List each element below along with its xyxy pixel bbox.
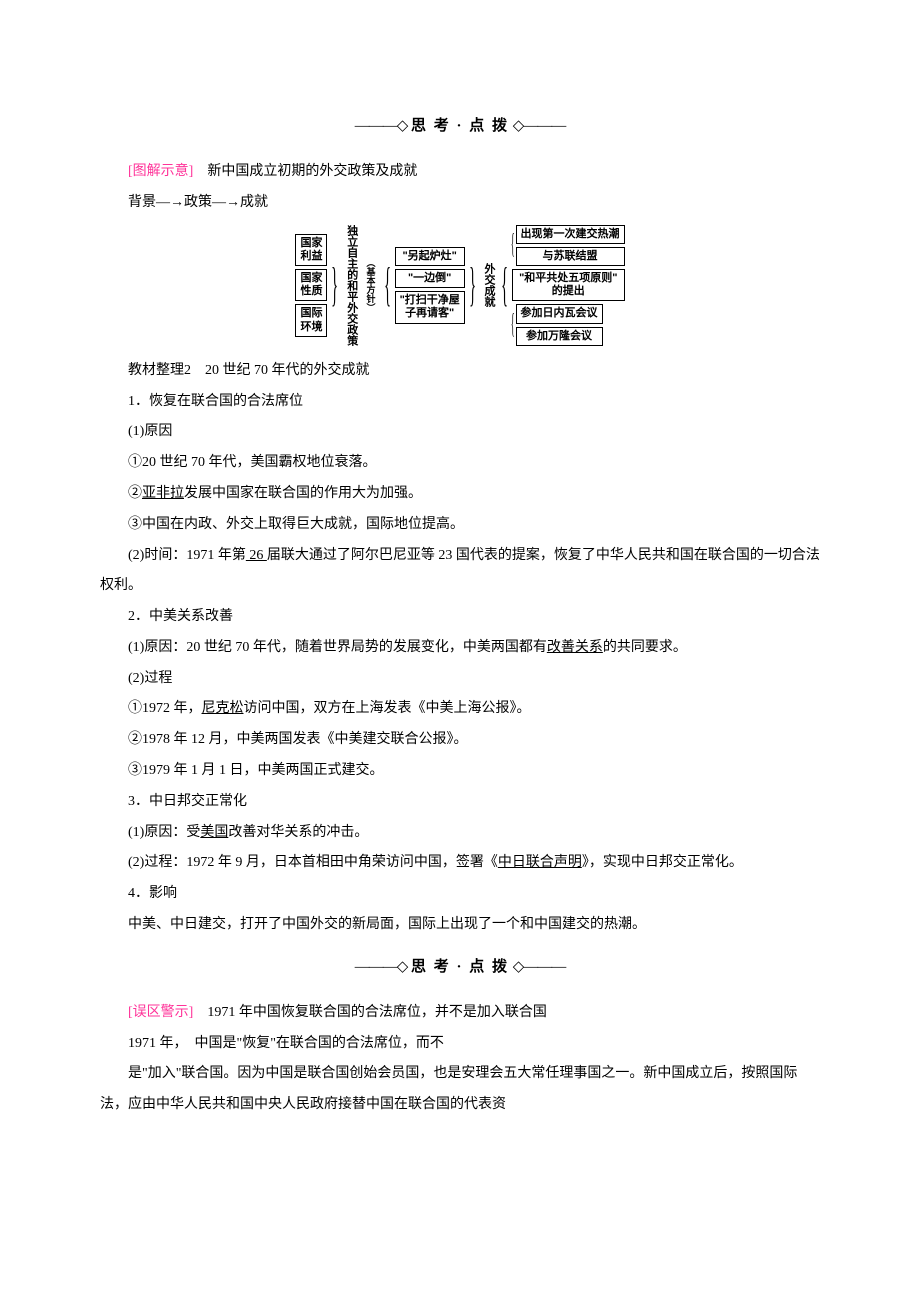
diagram-box: "打扫干净屋子再请客": [395, 291, 465, 323]
brace-icon: }: [469, 261, 476, 309]
tujie-text: 新中国成立初期的外交政策及成就: [193, 164, 417, 179]
text: (1)原因：受: [128, 825, 200, 840]
diagram-left-col: 国家利益 国家性质 国际环境: [295, 234, 327, 337]
body-text: 1971 年， 中国是"恢复"在联合国的合法席位，而不: [100, 1029, 820, 1060]
brace-icon: }: [332, 261, 339, 309]
text: ①1972 年，: [128, 701, 202, 716]
diagram-mid-col: "另起炉灶" "一边倒" "打扫干净屋子再请客": [395, 247, 465, 324]
underline-text: 中日联合声明: [498, 855, 582, 870]
wuqu-label: [误区警示]: [128, 1005, 193, 1020]
policy-diagram: 国家利益 国家性质 国际环境 } 独立自主的和平外交政策 （基本方针） { "另…: [100, 225, 820, 346]
diagram-box: "和平共处五项原则"的提出: [512, 269, 624, 301]
diagram-box: 国家性质: [295, 269, 327, 301]
body-text: ③1979 年 1 月 1 日，中美两国正式建交。: [100, 756, 820, 787]
diagram-box: 国家利益: [295, 234, 327, 266]
brace-icon: {: [384, 261, 391, 309]
body-text: (1)原因：20 世纪 70 年代，随着世界局势的发展变化，中美两国都有改善关系…: [100, 633, 820, 664]
diagram-box: 参加日内瓦会议: [516, 304, 603, 323]
text: 改善对华关系的冲击。: [228, 825, 368, 840]
body-text: (2)过程：1972 年 9 月，日本首相田中角荣访问中国，签署《中日联合声明》…: [100, 848, 820, 879]
divider-left: ———◇: [355, 959, 408, 975]
diagram-box: "另起炉灶": [395, 247, 465, 266]
underline-text: 26: [246, 548, 267, 563]
divider-title-text: 思 考 · 点 拨: [411, 959, 509, 975]
body-text: 是"加入"联合国。因为中国是联合国创始会员国，也是安理会五大常任理事国之一。新中…: [100, 1059, 820, 1121]
body-text: (1)原因: [100, 417, 820, 448]
text: (2)过程：1972 年 9 月，日本首相田中角荣访问中国，签署《: [128, 855, 498, 870]
text: ②: [128, 486, 142, 501]
brace-icon: {: [511, 311, 515, 339]
flow-line: 背景—→政策—→成就: [100, 188, 820, 219]
divider-right: ◇———: [513, 118, 566, 134]
diagram-box: "一边倒": [395, 269, 465, 288]
divider-right: ◇———: [513, 959, 566, 975]
section-divider-2: ———◇ 思 考 · 点 拨 ◇———: [100, 951, 820, 984]
body-text: (2)过程: [100, 664, 820, 695]
diagram-right-col: { 出现第一次建交热潮 与苏联结盟 "和平共处五项原则"的提出 { 参加日内瓦会…: [512, 225, 624, 346]
diagram-vert-1: 独立自主的和平外交政策: [343, 225, 360, 346]
heading: 3．中日邦交正常化: [100, 787, 820, 818]
body-text: (1)原因：受美国改善对华关系的冲击。: [100, 818, 820, 849]
text: 访问中国，双方在上海发表《中美上海公报》。: [244, 701, 531, 716]
underline-text: 改善关系: [547, 640, 603, 655]
text: (1)原因：20 世纪 70 年代，随着世界局势的发展变化，中美两国都有: [128, 640, 547, 655]
diagram-vert-1-note: （基本方针）: [360, 258, 380, 312]
body-text: (2)时间：1971 年第 26 届联大通过了阿尔巴尼亚等 23 国代表的提案，…: [100, 541, 820, 603]
underline-text: 尼克松: [202, 701, 244, 716]
tujie-line: [图解示意] 新中国成立初期的外交政策及成就: [100, 157, 820, 188]
brace-icon: {: [501, 261, 508, 309]
underline-text: 美国: [200, 825, 228, 840]
wuqu-line: [误区警示] 1971 年中国恢复联合国的合法席位，并不是加入联合国: [100, 998, 820, 1029]
text: 》，实现中日邦交正常化。: [582, 855, 743, 870]
body-text: ①20 世纪 70 年代，美国霸权地位衰落。: [100, 448, 820, 479]
underline-text: 亚非拉: [142, 486, 184, 501]
divider-left: ———◇: [355, 118, 408, 134]
diagram-vert-2: 外交成就: [480, 263, 497, 307]
tujie-label: [图解示意]: [128, 164, 193, 179]
diagram-box: 出现第一次建交热潮: [516, 225, 625, 244]
body-text: 中美、中日建交，打开了中国外交的新局面，国际上出现了一个和中国建交的热潮。: [100, 910, 820, 941]
section-divider-1: ———◇ 思 考 · 点 拨 ◇———: [100, 110, 820, 143]
text: 的共同要求。: [603, 640, 687, 655]
body-text: ①1972 年，尼克松访问中国，双方在上海发表《中美上海公报》。: [100, 694, 820, 725]
body-text: ②1978 年 12 月，中美两国发表《中美建交联合公报》。: [100, 725, 820, 756]
body-text: ②亚非拉发展中国家在联合国的作用大为加强。: [100, 479, 820, 510]
diagram-box: 国际环境: [295, 304, 327, 336]
text: (2)时间：1971 年第: [128, 548, 246, 563]
body-text: ③中国在内政、外交上取得巨大成就，国际地位提高。: [100, 510, 820, 541]
divider-title-text: 思 考 · 点 拨: [411, 118, 509, 134]
brace-icon: {: [511, 231, 515, 259]
diagram-box: 参加万隆会议: [516, 327, 603, 346]
section-2-title: 教材整理2 20 世纪 70 年代的外交成就: [100, 356, 820, 387]
wuqu-text: 1971 年中国恢复联合国的合法席位，并不是加入联合国: [193, 1005, 547, 1020]
text: 发展中国家在联合国的作用大为加强。: [184, 486, 422, 501]
diagram-box: 与苏联结盟: [516, 247, 625, 266]
heading: 2．中美关系改善: [100, 602, 820, 633]
heading: 1．恢复在联合国的合法席位: [100, 387, 820, 418]
heading: 4．影响: [100, 879, 820, 910]
